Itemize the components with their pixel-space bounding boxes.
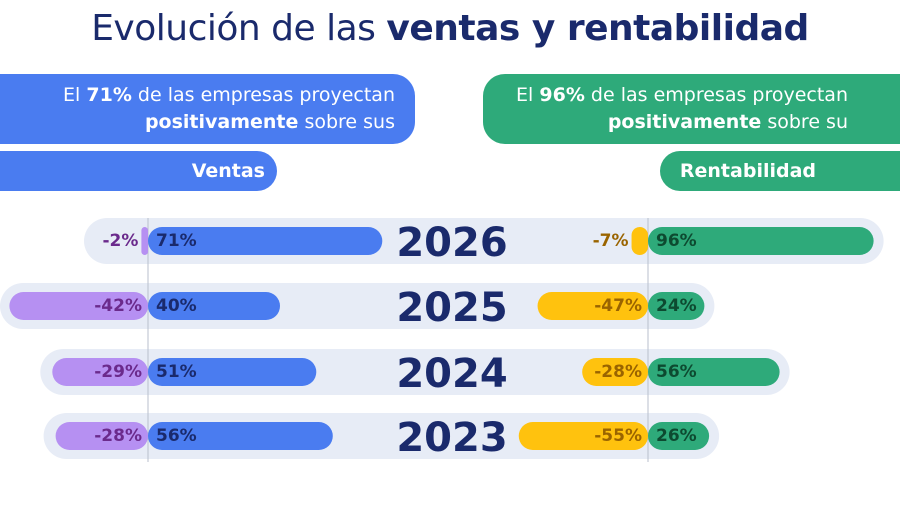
value-label: 40% [156,296,197,316]
bar [141,227,148,255]
title-bold: ventas y rentabilidad [386,8,809,49]
bar [148,227,383,255]
value-label: 71% [156,231,197,251]
year-label: 2024 [396,351,507,397]
header-highlight: positivamente [607,111,762,133]
bar [582,358,648,386]
value-label: 96% [656,231,697,251]
header-text: de las empresas proyectan [590,84,848,106]
title-light: Evolución de las [91,8,376,49]
value-label: 24% [656,296,697,316]
bar [631,227,648,255]
value-label: -7% [593,231,629,251]
value-label: -28% [94,426,142,446]
bar [52,358,148,386]
year-label: 2026 [396,220,507,266]
bar [648,358,780,386]
value-label: -2% [102,231,138,251]
header-text: El [63,84,81,106]
bar [537,292,648,320]
title: Evolución de las ventas y rentabilidad [0,8,900,49]
value-label: 26% [656,426,697,446]
value-label: -47% [594,296,642,316]
header-text: de las empresas proyectan [137,84,395,106]
bar [518,422,648,450]
header-box: El 71% de las empresas proyectan positiva… [0,74,415,144]
value-label: -42% [94,296,142,316]
value-label: -55% [594,426,642,446]
header-box: El 96% de las empresas proyectan positiva… [483,74,900,144]
bar [648,422,710,450]
header-highlight: positivamente [144,111,299,133]
header-highlight: 71% [86,84,132,106]
panel-title: Rentabilidad [660,151,900,191]
bar [55,422,148,450]
bar [148,292,280,320]
bar [148,422,333,450]
value-label: -29% [94,362,142,382]
value-label: 56% [156,426,197,446]
panel-title: Ventas [0,151,277,191]
header-text: El [516,84,534,106]
value-label: 51% [156,362,197,382]
value-label: -28% [594,362,642,382]
bar [648,227,874,255]
header-text: sobre su [767,111,848,133]
bar [9,292,149,320]
header-text: sobre sus [304,111,395,133]
value-label: 56% [656,362,697,382]
year-label: 2025 [396,285,507,331]
header-highlight: 96% [539,84,585,106]
year-label: 2023 [396,415,507,461]
bar [148,358,317,386]
bar [648,292,705,320]
